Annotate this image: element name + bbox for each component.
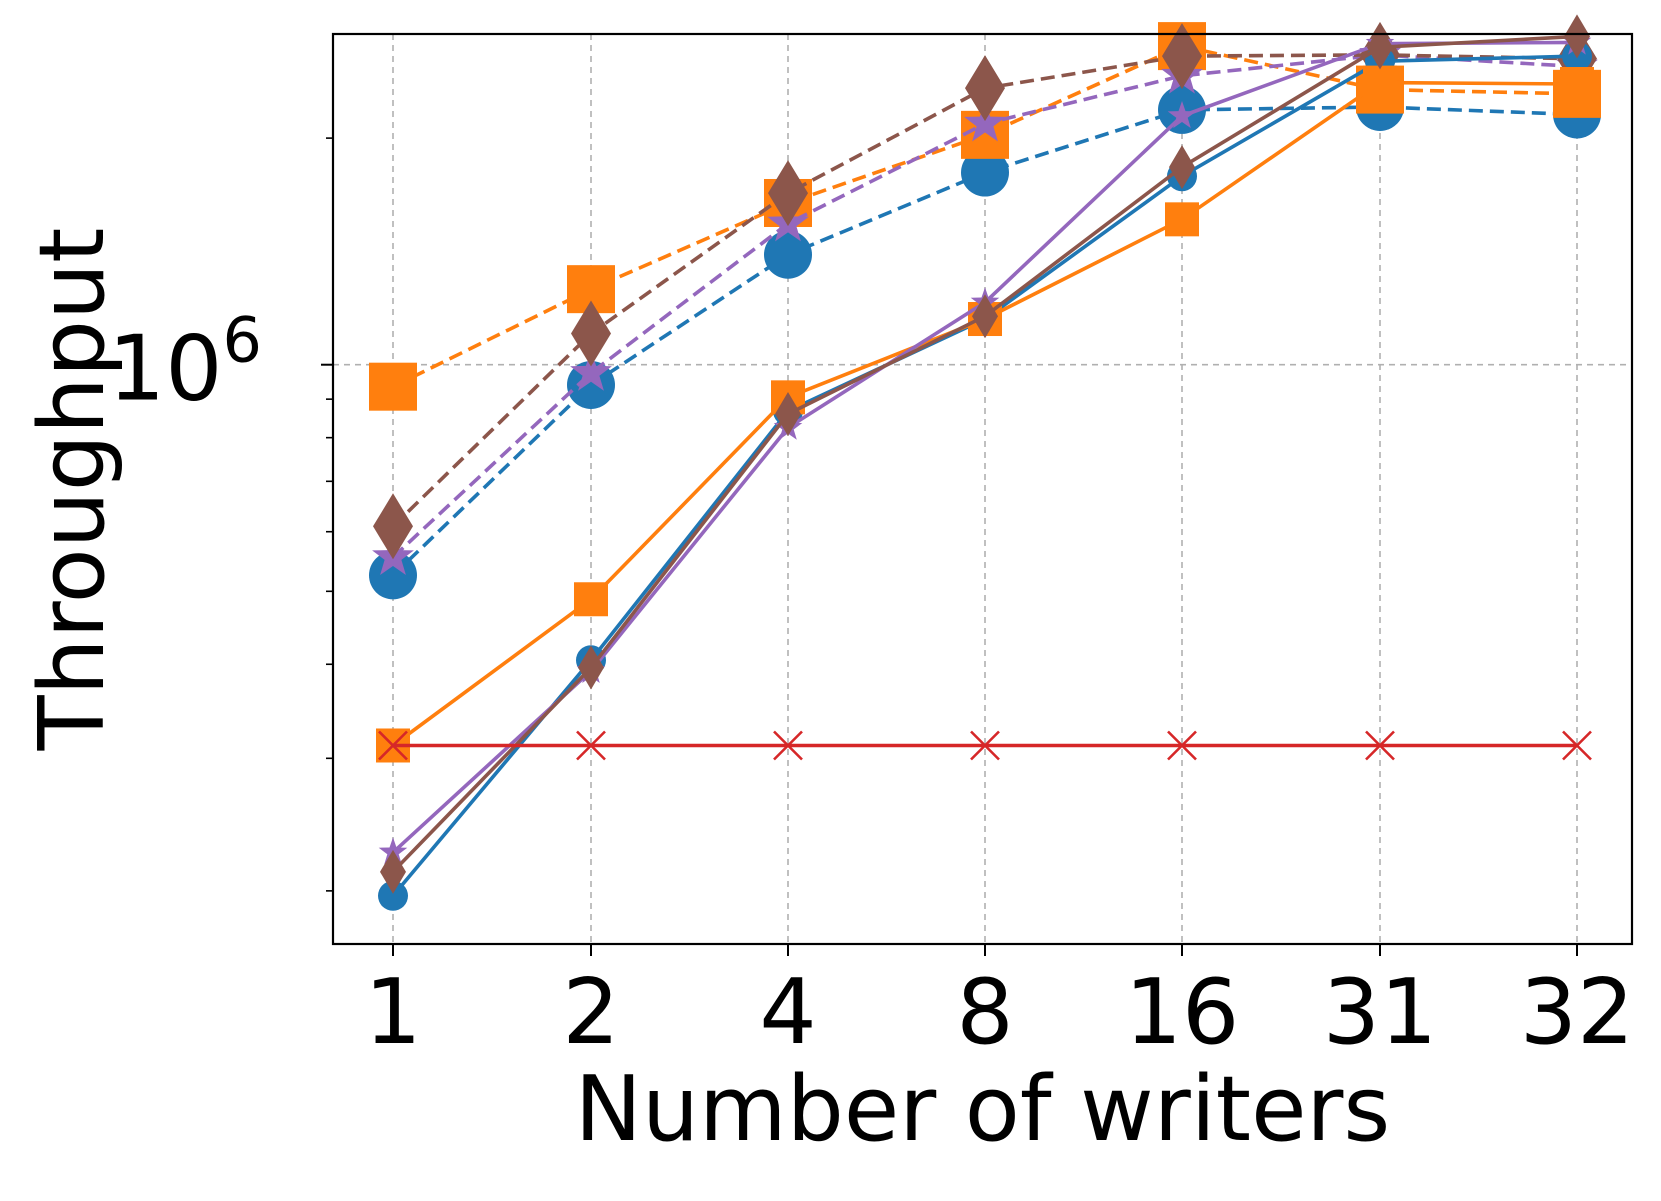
x-tick-label: 31 bbox=[1323, 960, 1438, 1065]
x-tick-label: 32 bbox=[1520, 960, 1635, 1065]
data-point bbox=[1367, 25, 1393, 70]
tick-layer: 1 2 4 8 16 31 32 106 bbox=[108, 137, 1635, 1065]
series-7 bbox=[380, 14, 1590, 894]
x-axis-label: Number of writers bbox=[575, 1057, 1391, 1162]
data-point bbox=[571, 300, 611, 367]
data-point bbox=[964, 101, 1006, 142]
series-8 bbox=[378, 730, 1592, 761]
data-point bbox=[1165, 202, 1199, 237]
data-point bbox=[970, 730, 1000, 761]
data-point bbox=[369, 551, 417, 600]
data-point bbox=[1363, 65, 1397, 100]
series-layer bbox=[369, 14, 1601, 911]
data-point bbox=[373, 493, 413, 560]
x-tick-label: 8 bbox=[956, 960, 1013, 1065]
x-tick-label: 1 bbox=[364, 960, 421, 1065]
data-point bbox=[773, 730, 803, 761]
data-point bbox=[972, 294, 998, 339]
data-point bbox=[965, 55, 1005, 122]
data-point bbox=[578, 645, 604, 690]
y-tick-label-base: 10 bbox=[108, 317, 223, 422]
x-tick-label: 2 bbox=[562, 960, 619, 1065]
data-point bbox=[1167, 730, 1197, 761]
plot-frame bbox=[331, 32, 1634, 946]
x-tick-label: 4 bbox=[759, 960, 816, 1065]
data-point bbox=[764, 230, 812, 279]
data-point bbox=[378, 880, 408, 911]
y-axis-label: Throughput bbox=[20, 228, 125, 752]
grid-layer bbox=[333, 34, 1632, 944]
data-point bbox=[378, 730, 408, 761]
y-tick-label: 106 bbox=[108, 304, 262, 422]
data-point bbox=[369, 362, 417, 411]
data-point bbox=[1162, 23, 1202, 90]
data-point bbox=[570, 351, 612, 391]
data-point bbox=[1167, 101, 1197, 129]
data-point bbox=[1562, 730, 1592, 761]
y-tick-label-exponent: 6 bbox=[223, 304, 262, 377]
data-point bbox=[1564, 14, 1590, 59]
data-point bbox=[576, 730, 606, 761]
data-point bbox=[775, 392, 801, 437]
data-point bbox=[380, 849, 406, 894]
data-point bbox=[1365, 730, 1395, 761]
data-point bbox=[1169, 145, 1195, 190]
data-point bbox=[768, 160, 808, 227]
data-point bbox=[1560, 66, 1594, 101]
data-point bbox=[574, 582, 608, 617]
data-point bbox=[961, 148, 1009, 197]
x-tick-label: 16 bbox=[1125, 960, 1240, 1065]
